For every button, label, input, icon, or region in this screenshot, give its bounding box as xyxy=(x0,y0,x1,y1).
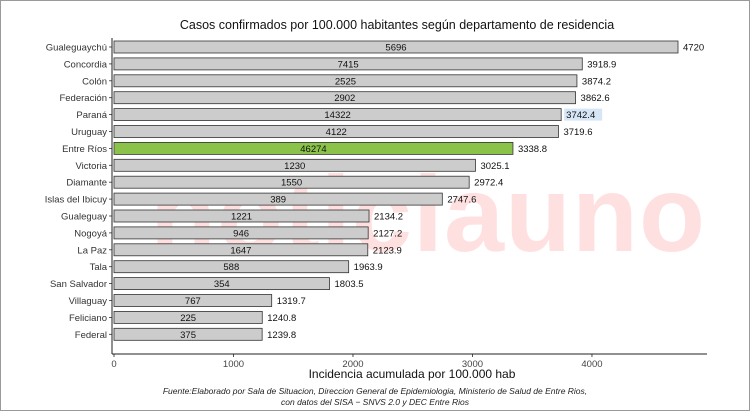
bar xyxy=(113,57,583,71)
bar xyxy=(113,108,562,121)
bar-case-count-label: 4122 xyxy=(326,127,347,138)
bar-value-label: 3338.8 xyxy=(518,144,547,155)
y-tick-label: Colón xyxy=(82,76,107,87)
bar-value-label: 2127.2 xyxy=(373,228,402,239)
value-label-highlight xyxy=(564,108,603,121)
bar-case-count-label: 588 xyxy=(223,262,239,273)
bar-case-count-label: 2525 xyxy=(335,76,356,87)
bar-value-label: 1319.7 xyxy=(277,296,306,307)
bar xyxy=(113,243,369,257)
y-tick-label: Victoria xyxy=(75,161,107,172)
y-tick-label: Uruguay xyxy=(71,127,107,138)
bar xyxy=(113,209,370,223)
bar-case-count-label: 225 xyxy=(180,313,196,324)
bar xyxy=(113,226,369,240)
bar-value-label: 2972.4 xyxy=(474,178,503,189)
bar-case-count-label: 1550 xyxy=(281,178,302,189)
source-caption-line-1: Fuente:Elaborado por Sala de Situacion, … xyxy=(162,386,588,396)
y-tick-label: Feliciano xyxy=(69,313,107,324)
y-tick-label: Gualeguay xyxy=(61,212,107,223)
bar-case-count-label: 5696 xyxy=(385,43,406,54)
y-axis-labels: Gualeguaychú Concordia Colón Federación Para… xyxy=(45,43,112,341)
x-tick-label: 0 xyxy=(111,359,116,370)
y-tick-label: Entre Ríos xyxy=(62,144,107,155)
bar-case-count-label: 2902 xyxy=(334,93,355,104)
bar-case-count-label: 389 xyxy=(270,195,286,206)
source-caption-line-2: con datos del SISA − SNVS 2.0 y DEC Entr… xyxy=(281,397,469,407)
y-tick-label: Villaguay xyxy=(69,296,108,307)
bar xyxy=(113,91,576,105)
bar-value-label: 1240.8 xyxy=(267,313,296,324)
y-tick-label: La Paz xyxy=(77,245,107,256)
y-tick-label: Gualeguaychú xyxy=(46,43,107,54)
y-tick-label: San Salvador xyxy=(50,279,107,290)
bar xyxy=(113,294,273,307)
bar xyxy=(113,74,578,88)
y-tick-label: Tala xyxy=(90,262,108,273)
y-tick-label: Diamante xyxy=(66,178,107,189)
bar-case-count-label: 946 xyxy=(233,228,249,239)
bar-value-label: 4720 xyxy=(683,43,704,54)
bar xyxy=(113,158,476,172)
bar xyxy=(113,40,679,54)
y-tick-label: Concordia xyxy=(64,59,108,70)
bar-value-label: 3862.6 xyxy=(581,93,610,104)
chart-title: Casos confirmados por 100.000 habitantes… xyxy=(180,18,614,32)
x-tick-label: 2000 xyxy=(342,359,363,370)
x-tick-label: 4000 xyxy=(581,359,602,370)
y-tick-label: Federación xyxy=(59,93,107,104)
x-tick-label: 1000 xyxy=(223,359,244,370)
bar-case-count-label: 1230 xyxy=(284,161,305,172)
x-tick-label: 3000 xyxy=(462,359,483,370)
bar-value-label: 1803.5 xyxy=(335,279,364,290)
y-tick-label: Paraná xyxy=(76,110,107,121)
y-tick-label: Federal xyxy=(75,330,107,341)
bar-case-count-label: 1221 xyxy=(231,212,252,223)
bar-value-label: 2123.9 xyxy=(373,245,402,256)
bar xyxy=(113,192,443,206)
bars: 5696 4720 7415 3918.9 2525 3874.2 2902 3862.6 14… xyxy=(113,40,704,341)
bar xyxy=(113,260,350,274)
bar-value-label: 1963.9 xyxy=(354,262,383,273)
bar-case-count-label: 14322 xyxy=(324,110,350,121)
bar xyxy=(113,175,470,189)
bar-value-label: 2747.6 xyxy=(447,195,476,206)
axes: 0 1000 2000 3000 4000 xyxy=(111,38,707,370)
bar-case-count-label: 767 xyxy=(185,296,201,307)
bar xyxy=(113,327,263,341)
bar-case-count-label: 375 xyxy=(180,330,196,341)
bar-value-label: 1239.8 xyxy=(267,330,296,341)
bar-value-label: 2134.2 xyxy=(374,212,403,223)
bar-value-label: 3719.6 xyxy=(563,127,592,138)
x-axis-label: Incidencia acumulada por 100.000 hab xyxy=(309,367,516,381)
y-tick-label: Islas del Ibicuy xyxy=(45,195,108,206)
bar-value-label: 3742.4 xyxy=(566,110,595,121)
bar-value-label: 3874.2 xyxy=(582,76,611,87)
bar-value-label: 3025.1 xyxy=(480,161,509,172)
bar xyxy=(113,125,559,138)
bar-case-count-label: 7415 xyxy=(338,59,359,70)
bar-case-count-label: 354 xyxy=(214,279,230,290)
bar xyxy=(113,141,514,155)
bar xyxy=(113,277,330,291)
y-tick-label: Nogoyá xyxy=(74,228,107,239)
bar-case-count-label: 1647 xyxy=(230,245,251,256)
bar-case-count-label: 46274 xyxy=(300,144,326,155)
bar xyxy=(113,310,263,324)
bar-value-label: 3918.9 xyxy=(587,59,616,70)
